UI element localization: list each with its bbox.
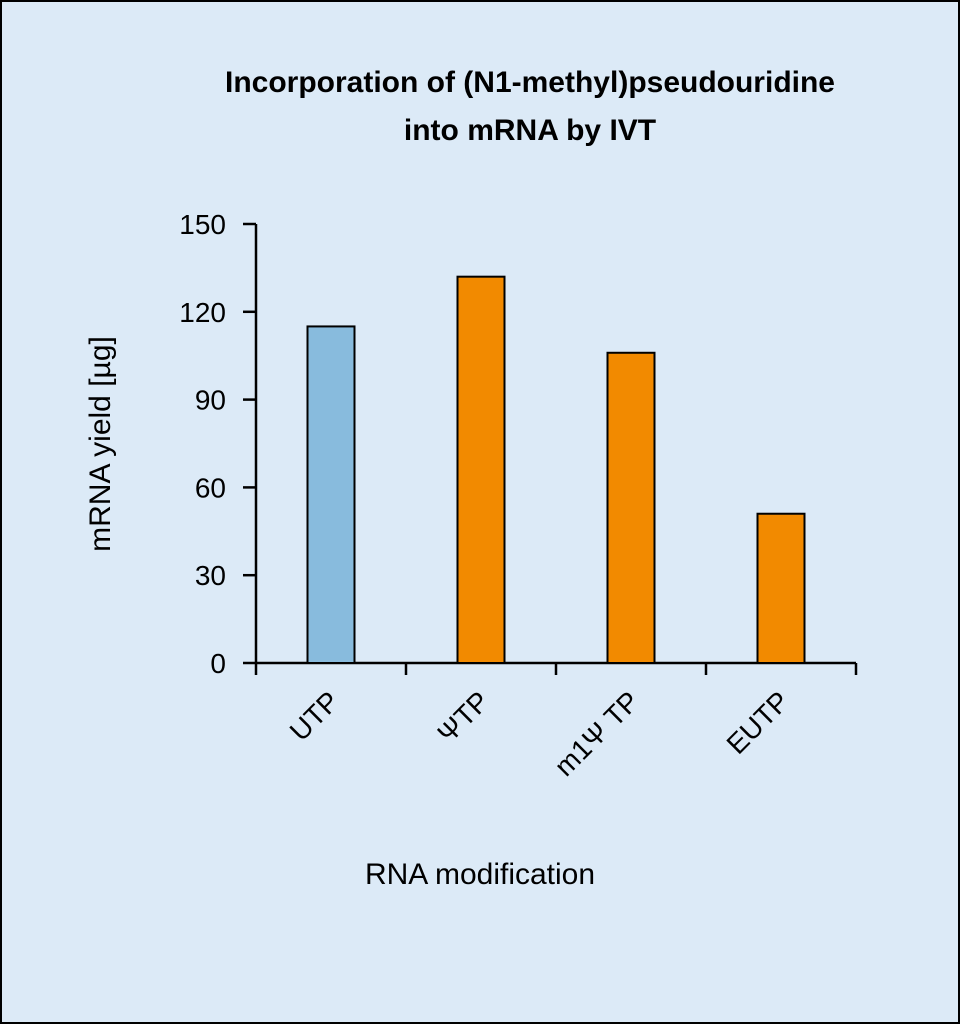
chart-subtitle: into mRNA by IVT bbox=[404, 114, 656, 147]
x-axis-title: RNA modification bbox=[365, 858, 595, 891]
bar-1 bbox=[456, 275, 506, 664]
y-axis-title: mRNA yield [µg] bbox=[84, 336, 117, 552]
bars-group bbox=[306, 275, 806, 664]
y-tick-label: 150 bbox=[179, 209, 226, 240]
bar-3 bbox=[756, 512, 806, 664]
chart-title: Incorporation of (N1-methyl)pseudouridin… bbox=[225, 66, 835, 99]
y-tick-label: 0 bbox=[210, 648, 226, 679]
y-tick-label: 30 bbox=[195, 560, 226, 591]
y-tick-group: 0 30 60 90 120 150 bbox=[179, 209, 256, 679]
bar-2 bbox=[606, 351, 656, 664]
y-tick-label: 60 bbox=[195, 472, 226, 503]
bar-0 bbox=[306, 325, 356, 664]
y-tick-label: 90 bbox=[195, 385, 226, 416]
y-tick-label: 120 bbox=[179, 297, 226, 328]
